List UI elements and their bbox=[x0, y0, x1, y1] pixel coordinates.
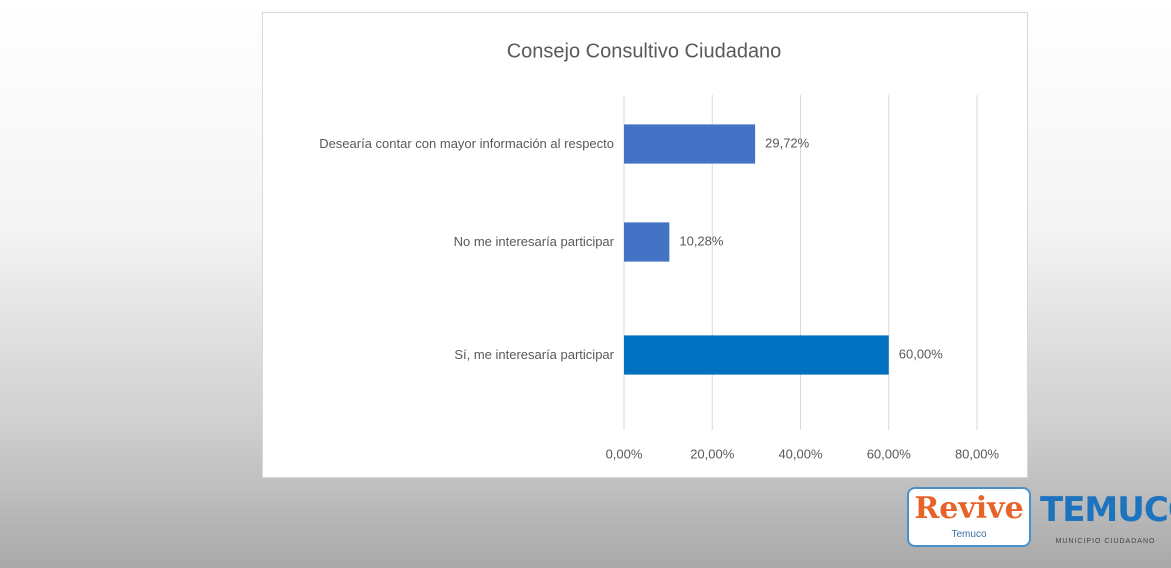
category-label: No me interesaría participar bbox=[453, 234, 614, 249]
temuco-logo: TEMUCO MUNICIPIO CIUDADANO bbox=[1040, 482, 1171, 552]
value-label: 29,72% bbox=[765, 135, 810, 150]
x-tick-label: 40,00% bbox=[778, 446, 823, 461]
x-tick-label: 60,00% bbox=[867, 446, 912, 461]
x-tick-label: 0,00% bbox=[606, 446, 643, 461]
category-label: Desearía contar con mayor información al… bbox=[319, 136, 614, 151]
chart-title: Consejo Consultivo Ciudadano bbox=[507, 40, 782, 62]
x-tick-label: 80,00% bbox=[955, 446, 1000, 461]
bar bbox=[624, 335, 889, 375]
x-tick-label: 20,00% bbox=[690, 446, 735, 461]
category-label-box: Desearía contar con mayor información al… bbox=[319, 134, 614, 154]
revive-logo: Revive Temuco bbox=[907, 487, 1031, 547]
category-label-box: No me interesaría participar bbox=[454, 232, 614, 252]
category-label: Sí, me interesaría participar bbox=[454, 347, 614, 362]
value-label: 60,00% bbox=[899, 346, 944, 361]
category-label-box: Sí, me interesaría participar bbox=[454, 345, 614, 365]
bar bbox=[624, 222, 670, 262]
logo-subtitle: MUNICIPIO CIUDADANO bbox=[1055, 538, 1156, 545]
value-label: 10,28% bbox=[679, 233, 724, 248]
logo-text: Revive bbox=[914, 491, 1024, 526]
logo-text: TEMUCO bbox=[1040, 490, 1171, 530]
logo-subtitle: Temuco bbox=[951, 529, 987, 540]
bar bbox=[624, 124, 756, 164]
